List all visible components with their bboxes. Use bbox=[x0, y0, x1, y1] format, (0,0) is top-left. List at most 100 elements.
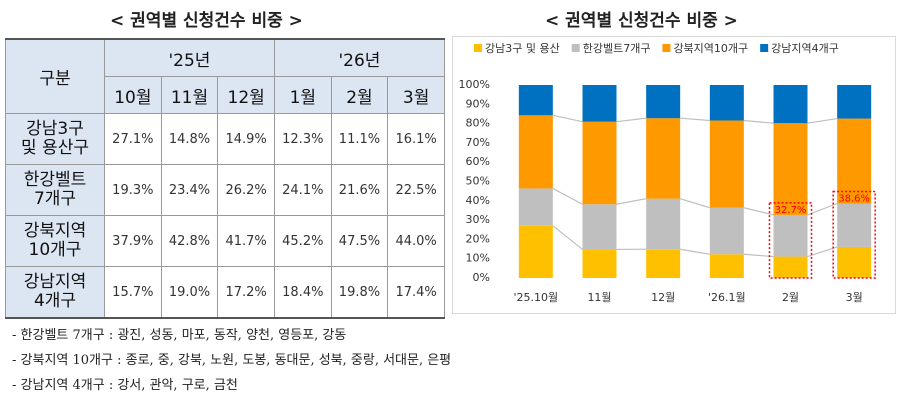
annotation-box bbox=[832, 190, 876, 279]
header-cell: 10월 bbox=[104, 76, 162, 114]
annotation-label: 38.6% bbox=[838, 194, 870, 205]
x-tick-label: 3월 bbox=[846, 291, 863, 304]
bar-segment bbox=[837, 246, 872, 278]
table-cell: 18.4% bbox=[273, 266, 332, 319]
legend-swatch bbox=[662, 44, 671, 52]
y-tick-label: 100% bbox=[459, 78, 490, 91]
table-cell: 한강벨트 7개구 bbox=[5, 164, 105, 216]
header-cell: 12월 bbox=[217, 76, 275, 114]
y-tick-label: 50% bbox=[466, 175, 490, 188]
chart-title: < 권역별 신청건수 비중 > bbox=[545, 11, 738, 31]
bar-segment bbox=[582, 121, 617, 205]
table-cell: 23.4% bbox=[160, 164, 219, 216]
connector-line bbox=[616, 117, 647, 123]
y-tick-label: 30% bbox=[466, 213, 490, 226]
connector-line bbox=[552, 187, 583, 205]
bar-segment bbox=[518, 115, 553, 189]
bar-segment bbox=[837, 85, 872, 119]
bar-segment bbox=[773, 214, 808, 257]
header-cell: '26년 bbox=[273, 38, 446, 77]
bar-segment bbox=[837, 203, 872, 247]
table-cell: 17.4% bbox=[387, 266, 445, 319]
legend-swatch bbox=[474, 44, 482, 52]
table-row: 강남3구 및 용산구 27.1% 14.8% 14.9% 12.3% 11.1% 16.1% bbox=[5, 113, 445, 165]
table-cell: 22.5% bbox=[387, 164, 445, 216]
table-row: 한강벨트 7개구 19.3% 23.4% 26.2% 24.1% 21.6% 22.5% bbox=[5, 164, 445, 216]
connector-line bbox=[680, 117, 710, 122]
note: - 강북지역 10개구 : 종로, 중, 강북, 노원, 도봉, 동대문, 성북… bbox=[12, 353, 452, 368]
legend-label: 강남지역4개구 bbox=[771, 42, 839, 55]
table-cell: 47.5% bbox=[330, 215, 389, 267]
table-cell: 42.8% bbox=[160, 215, 219, 267]
connector-line bbox=[552, 114, 583, 123]
bar-segment bbox=[518, 85, 553, 116]
y-tick-label: 20% bbox=[466, 232, 490, 245]
table-cell: 41.7% bbox=[217, 215, 275, 267]
annotation-box bbox=[768, 202, 813, 279]
bar-segment bbox=[646, 198, 681, 250]
connector-line bbox=[552, 225, 583, 250]
table-cell: 11.1% bbox=[330, 113, 389, 165]
x-tick-label: 12월 bbox=[651, 291, 675, 304]
bar-segment bbox=[518, 225, 553, 278]
connector-line bbox=[679, 198, 711, 209]
data-table: 구분 '25년 '26년 10월 11월 12월 1월 2월 3월 강남3구 및 용산구 27.1%… bbox=[5, 38, 446, 319]
bar-segment bbox=[837, 118, 872, 204]
table-cell: 강남3구 및 용산구 bbox=[5, 113, 105, 165]
annotation-label: 32.7% bbox=[775, 205, 807, 216]
connector-line bbox=[743, 119, 774, 124]
header-cell: 구분 bbox=[5, 38, 105, 114]
connector-line bbox=[743, 207, 774, 216]
connector-line bbox=[680, 248, 710, 255]
table-cell: 45.2% bbox=[273, 215, 332, 267]
table-cell: 19.3% bbox=[104, 164, 162, 216]
table-row: 강남지역 4개구 15.7% 19.0% 17.2% 18.4% 19.8% 17.4% bbox=[5, 266, 445, 319]
header-cell: 11월 bbox=[160, 76, 219, 114]
table-title: < 권역별 신청건수 비중 > bbox=[110, 11, 303, 31]
table-cell: 16.1% bbox=[387, 113, 445, 165]
bar-segment bbox=[582, 85, 617, 122]
table-cell: 44.0% bbox=[387, 215, 445, 267]
bar-segment bbox=[709, 254, 744, 278]
table-cell: 19.0% bbox=[160, 266, 219, 319]
bar-segment bbox=[582, 249, 617, 278]
chart: 0% 10% 20% 30% 40% 50% 60% 70% 80% 90% 100% 강남3구 및 … bbox=[452, 36, 896, 314]
y-tick-label: 90% bbox=[466, 97, 490, 110]
y-tick-label: 0% bbox=[473, 271, 490, 284]
header-row: 10월 11월 12월 1월 2월 3월 bbox=[6, 76, 445, 114]
connector-line bbox=[807, 246, 838, 258]
bar-segment bbox=[646, 85, 681, 119]
legend-label: 강북지역10개구 bbox=[673, 42, 748, 55]
x-tick-label: 11월 bbox=[587, 291, 611, 304]
bar-segment bbox=[709, 120, 744, 208]
table-cell: 17.2% bbox=[217, 266, 275, 319]
header-cell: '25년 bbox=[104, 38, 275, 77]
connector-line bbox=[807, 202, 838, 216]
table-cell: 19.8% bbox=[330, 266, 389, 319]
table-cell: 27.1% bbox=[104, 113, 162, 165]
y-tick-label: 80% bbox=[466, 117, 490, 130]
table-cell: 강남지역 4개구 bbox=[5, 266, 105, 319]
bar-segment bbox=[773, 123, 808, 215]
table-cell: 15.7% bbox=[104, 266, 162, 319]
bar-segment bbox=[646, 118, 681, 199]
header-cell: 1월 bbox=[273, 76, 332, 114]
bar-segment bbox=[582, 204, 617, 250]
bar-segment bbox=[709, 207, 744, 255]
bar-segment bbox=[709, 85, 744, 121]
note: - 한강벨트 7개구 : 광진, 성동, 마포, 동작, 양천, 영등포, 강동 bbox=[12, 328, 347, 343]
y-tick-label: 40% bbox=[466, 194, 490, 207]
legend-swatch bbox=[571, 44, 580, 52]
table-cell: 14.8% bbox=[160, 113, 219, 165]
note: - 강남지역 4개구 : 강서, 관악, 구로, 금천 bbox=[12, 378, 238, 393]
x-tick-label: '25.10월 bbox=[514, 291, 559, 304]
bar-segment bbox=[646, 249, 681, 278]
y-tick-label: 10% bbox=[466, 252, 490, 265]
chart-frame bbox=[452, 36, 896, 314]
x-tick-label: '26.1월 bbox=[708, 291, 746, 304]
table-cell: 21.6% bbox=[330, 164, 389, 216]
table-cell: 26.2% bbox=[217, 164, 275, 216]
connector-line bbox=[616, 198, 647, 205]
table-cell: 37.9% bbox=[104, 215, 162, 267]
table-row: 강북지역 10개구 37.9% 42.8% 41.7% 45.2% 47.5% 44.0% bbox=[5, 215, 445, 267]
